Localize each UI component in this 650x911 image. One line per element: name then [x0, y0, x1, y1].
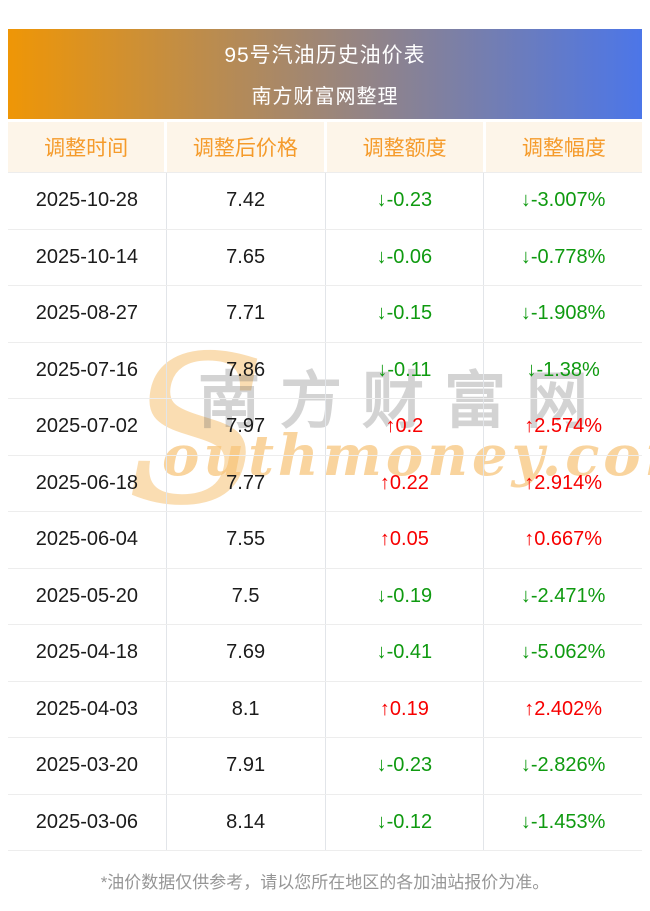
cell-price: 7.65 — [167, 229, 326, 285]
cell-change: ↓-0.06 — [326, 229, 485, 285]
cell-change: ↓-0.23 — [326, 738, 485, 794]
cell-pct: ↓-5.062% — [520, 641, 606, 664]
cell-price: 7.55 — [167, 512, 326, 568]
cell-pct: ↑0.667% — [524, 528, 603, 551]
cell-pct: ↑2.574% — [524, 415, 603, 438]
cell-change: ↑0.05 — [326, 512, 485, 568]
cell-date: 2025-10-28 — [8, 173, 167, 229]
table-row: 2025-04-03 8.1 ↑0.19 ↑2.402% — [8, 681, 642, 738]
cell-date: 2025-06-18 — [8, 455, 167, 511]
cell-date: 2025-06-04 — [8, 512, 167, 568]
cell-price: 7.42 — [167, 173, 326, 229]
cell-date: 2025-08-27 — [8, 286, 167, 342]
cell-change: ↓-0.19 — [326, 568, 485, 624]
cell-pct: ↓-1.38% — [526, 358, 600, 381]
cell-date: 2025-03-06 — [8, 794, 167, 850]
cell-date: 2025-07-02 — [8, 399, 167, 455]
table-row: 2025-07-02 7.97 ↑0.2 ↑2.574% — [8, 399, 642, 456]
table-row: 2025-07-16 7.86 ↓-0.11 ↓-1.38% — [8, 342, 642, 399]
cell-date: 2025-04-03 — [8, 681, 167, 737]
cell-date: 2025-05-20 — [8, 568, 167, 624]
banner: 95号汽油历史油价表 南方财富网整理 — [8, 29, 642, 119]
cell-change: ↓-0.15 — [326, 286, 485, 342]
table-row: 2025-06-18 7.77 ↑0.22 ↑2.914% — [8, 455, 642, 512]
table-row: 2025-05-20 7.5 ↓-0.19 ↓-2.471% — [8, 568, 642, 625]
table-row: 2025-04-18 7.69 ↓-0.41 ↓-5.062% — [8, 625, 642, 682]
column-header-change: 调整额度 — [326, 122, 483, 172]
cell-price: 7.71 — [167, 286, 326, 342]
cell-pct: ↑2.402% — [524, 697, 603, 720]
table-row: 2025-10-28 7.42 ↓-0.23 ↓-3.007% — [8, 173, 642, 230]
cell-date: 2025-04-18 — [8, 625, 167, 681]
table-row: 2025-10-14 7.65 ↓-0.06 ↓-0.778% — [8, 229, 642, 286]
column-header-date: 调整时间 — [8, 122, 165, 172]
cell-price: 7.69 — [167, 625, 326, 681]
cell-price: 8.1 — [167, 681, 326, 737]
cell-pct: ↓-3.007% — [520, 189, 606, 212]
table-row: 2025-06-04 7.55 ↑0.05 ↑0.667% — [8, 512, 642, 569]
cell-change: ↓-0.12 — [326, 794, 485, 850]
table-body: 2025-10-28 7.42 ↓-0.23 ↓-3.007% 2025-10-… — [8, 172, 642, 851]
page-subtitle: 南方财富网整理 — [251, 85, 399, 108]
cell-pct: ↓-0.778% — [520, 245, 606, 268]
table-row: 2025-08-27 7.71 ↓-0.15 ↓-1.908% — [8, 286, 642, 343]
table-row: 2025-03-20 7.91 ↓-0.23 ↓-2.826% — [8, 738, 642, 795]
cell-change: ↓-0.23 — [326, 173, 485, 229]
cell-change: ↓-0.41 — [326, 625, 485, 681]
cell-pct: ↓-1.908% — [520, 302, 606, 325]
cell-date: 2025-03-20 — [8, 738, 167, 794]
table-row: 2025-03-06 8.14 ↓-0.12 ↓-1.453% — [8, 794, 642, 851]
cell-pct: ↓-2.471% — [520, 584, 606, 607]
table-header-row: 调整时间 调整后价格 调整额度 调整幅度 — [8, 122, 642, 172]
cell-date: 2025-10-14 — [8, 229, 167, 285]
column-header-price: 调整后价格 — [167, 122, 324, 172]
cell-price: 7.86 — [167, 342, 326, 398]
cell-price: 8.14 — [167, 794, 326, 850]
cell-price: 7.5 — [167, 568, 326, 624]
cell-pct: ↓-1.453% — [520, 810, 606, 833]
cell-price: 7.97 — [167, 399, 326, 455]
cell-pct: ↑2.914% — [524, 471, 603, 494]
cell-change: ↓-0.11 — [326, 342, 485, 398]
cell-change: ↑0.19 — [326, 681, 485, 737]
cell-change: ↑0.22 — [326, 455, 485, 511]
footer-note: *油价数据仅供参考，请以您所在地区的各加油站报价为准。 — [100, 873, 550, 892]
cell-change: ↑0.2 — [326, 399, 485, 455]
cell-pct: ↓-2.826% — [520, 754, 606, 777]
cell-price: 7.91 — [167, 738, 326, 794]
cell-date: 2025-07-16 — [8, 342, 167, 398]
column-header-pct: 调整幅度 — [485, 122, 642, 172]
page-title: 95号汽油历史油价表 — [224, 44, 426, 68]
cell-price: 7.77 — [167, 455, 326, 511]
